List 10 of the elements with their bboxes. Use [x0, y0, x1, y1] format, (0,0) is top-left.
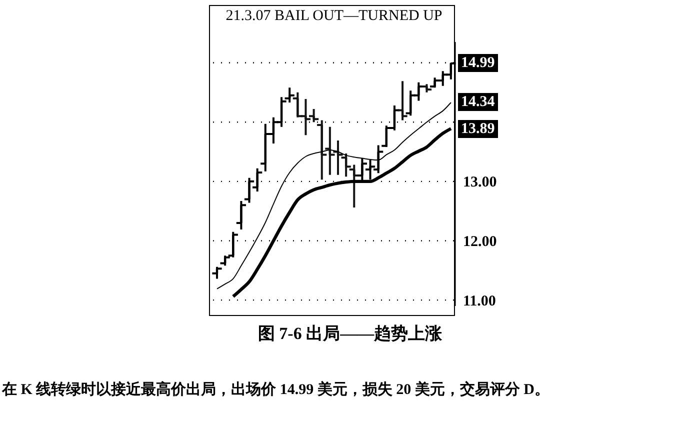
- chart-title: 21.3.07 BAIL OUT—TURNED UP: [224, 8, 444, 25]
- line-series: [216, 102, 452, 290]
- annotation: 14.34: [458, 92, 498, 111]
- text: 在 K 线转绿时以接近最高价出局，出场价 14.99 美元，损失 20 美元，交易评分 D。: [2, 380, 550, 399]
- annotation: 14.99: [458, 54, 498, 72]
- caption: 图 7-6 出局——趋势上涨: [256, 323, 444, 345]
- y-tick-label: 12.00: [463, 234, 497, 250]
- annotation: 13.89: [458, 120, 498, 138]
- y-tick-label: 13.00: [463, 174, 497, 191]
- y-tick-label: 11.00: [463, 293, 496, 310]
